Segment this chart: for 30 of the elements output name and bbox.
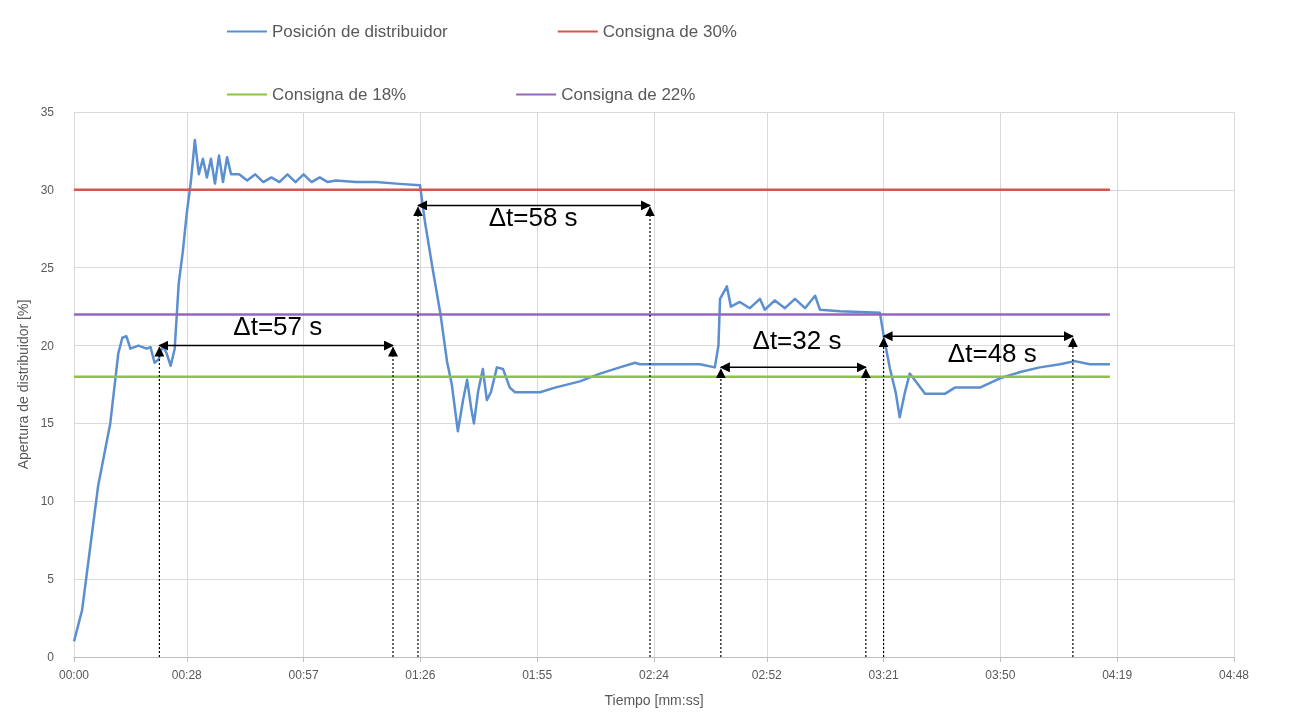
annotation: Δt=48 s bbox=[947, 337, 1037, 368]
y-tick-label: 35 bbox=[40, 105, 55, 119]
x-tick-label: 01:26 bbox=[405, 668, 436, 682]
x-tick-label: 03:50 bbox=[985, 668, 1016, 682]
legend-label: Consigna de 18% bbox=[272, 85, 407, 104]
x-tick-label: 04:19 bbox=[1102, 668, 1133, 682]
y-tick-label: 0 bbox=[47, 650, 55, 664]
legend-label: Consigna de 30% bbox=[602, 22, 737, 41]
annotation: Δt=32 s bbox=[752, 325, 842, 356]
y-tick-label: 25 bbox=[40, 260, 55, 275]
x-axis-title: Tiempo [mm:ss] bbox=[604, 692, 704, 708]
annotation: Δt=58 s bbox=[488, 202, 578, 233]
y-tick-label: 20 bbox=[40, 338, 55, 353]
legend-label: Posición de distribuidor bbox=[272, 22, 449, 41]
legend-label: Consigna de 22% bbox=[561, 85, 696, 104]
y-axis-title: Apertura de distribuidor [%] bbox=[14, 299, 31, 470]
y-tick-label: 5 bbox=[47, 572, 55, 587]
y-tick-label: 15 bbox=[40, 416, 55, 431]
x-tick-label: 00:57 bbox=[288, 668, 319, 682]
annotation: Δt=57 s bbox=[233, 311, 323, 342]
line-series bbox=[72, 138, 1112, 643]
x-tick-label: 02:24 bbox=[638, 668, 670, 682]
x-tick-label: 00:28 bbox=[171, 668, 203, 682]
x-tick-label: 00:00 bbox=[58, 668, 90, 682]
x-tick-label: 01:55 bbox=[522, 668, 553, 682]
x-tick-label: 04:48 bbox=[1218, 668, 1250, 682]
x-tick-label: 02:52 bbox=[751, 668, 783, 682]
y-tick-label: 30 bbox=[40, 182, 55, 197]
y-tick-label: 10 bbox=[40, 494, 55, 509]
x-tick-label: 03:21 bbox=[868, 668, 899, 682]
